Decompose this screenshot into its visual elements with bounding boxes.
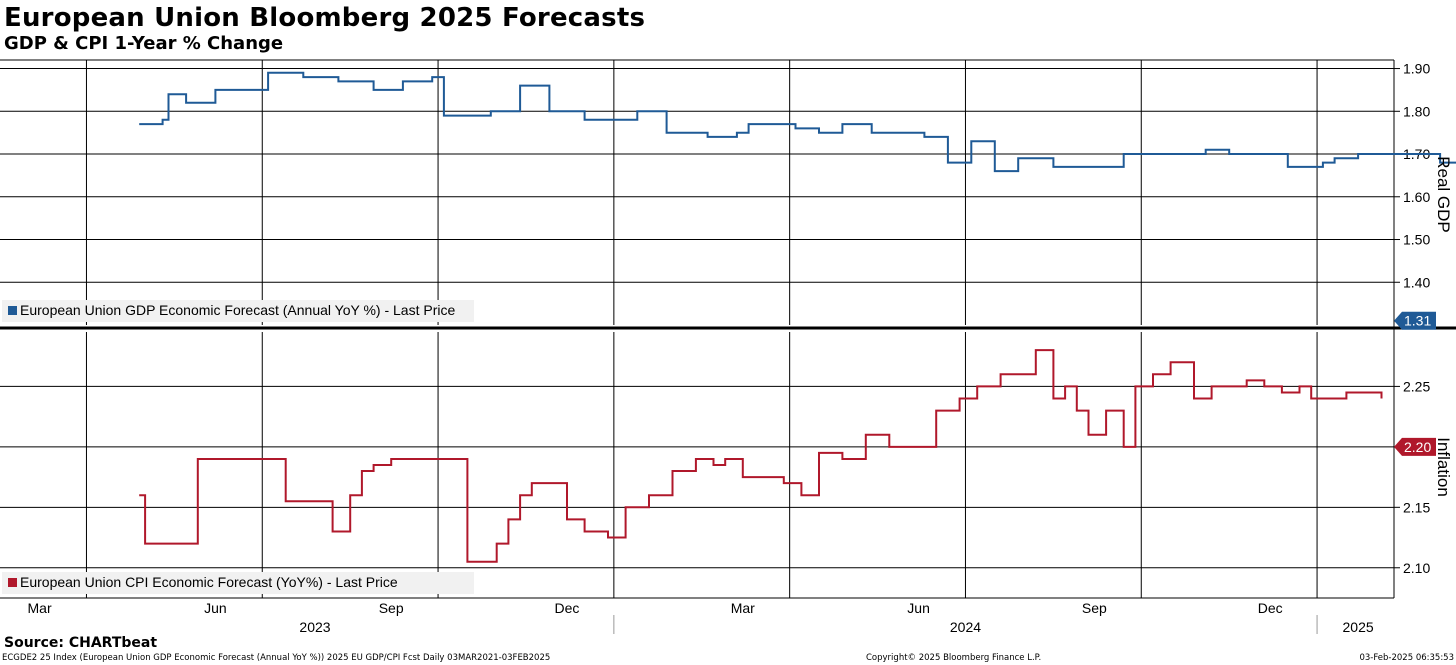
cpi-ytick-label-3: 2.25 [1403,378,1430,394]
gdp-ytick-label-5: 1.90 [1403,61,1430,77]
cpi-legend-swatch [8,578,17,587]
cpi-legend-box [2,572,474,594]
gdp-ytick-label-2: 1.60 [1403,189,1430,205]
source-label: Source: CHARTbeat [4,635,158,651]
copyright-text: Copyright© 2025 Bloomberg Finance L.P. [866,653,1042,663]
cpi-legend-text: European Union CPI Economic Forecast (Yo… [20,574,398,590]
x-tick-label-0: Mar [28,600,52,616]
gdp-last-value-tag-bg [1394,311,1436,330]
chart-title: European Union Bloomberg 2025 Forecasts [4,3,646,33]
gdp-legend-swatch [8,306,17,315]
year-label-2: 2025 [1343,619,1374,635]
cpi-ytick-label-0: 2.10 [1403,560,1430,576]
cpi-series-line [139,349,1383,563]
timestamp: 03-Feb-2025 06:35:53 [1359,653,1454,663]
x-tick-label-1: Jun [204,600,227,616]
x-tick-label-4: Mar [731,600,755,616]
gdp-last-value-tag-label: 1.31 [1404,313,1431,329]
x-tick-label-2: Sep [379,600,404,616]
x-tick-label-5: Jun [907,600,930,616]
gdp-legend-text: European Union GDP Economic Forecast (An… [20,302,455,318]
gdp-axis-title: Real GDP [1434,156,1453,233]
year-label-1: 2024 [950,619,981,635]
x-tick-label-6: Sep [1082,600,1107,616]
x-tick-label-7: Dec [1258,600,1283,616]
gdp-ytick-label-1: 1.50 [1403,232,1430,248]
chart-subtitle: GDP & CPI 1-Year % Change [4,33,284,54]
cpi-axis-title: Inflation [1434,437,1453,497]
gdp-series-line [139,71,1456,173]
gdp-ytick-label-0: 1.40 [1403,274,1430,290]
cpi-last-value-tag-label: 2.20 [1404,439,1431,455]
index-description: ECGDE2 25 Index (European Union GDP Econ… [2,653,551,663]
year-label-0: 2023 [299,619,330,635]
cpi-ytick-label-1: 2.15 [1403,499,1430,515]
cpi-last-value-tag-bg [1394,437,1436,456]
x-tick-label-3: Dec [555,600,580,616]
gdp-ytick-label-4: 1.80 [1403,103,1430,119]
gdp-legend-box [2,300,474,322]
